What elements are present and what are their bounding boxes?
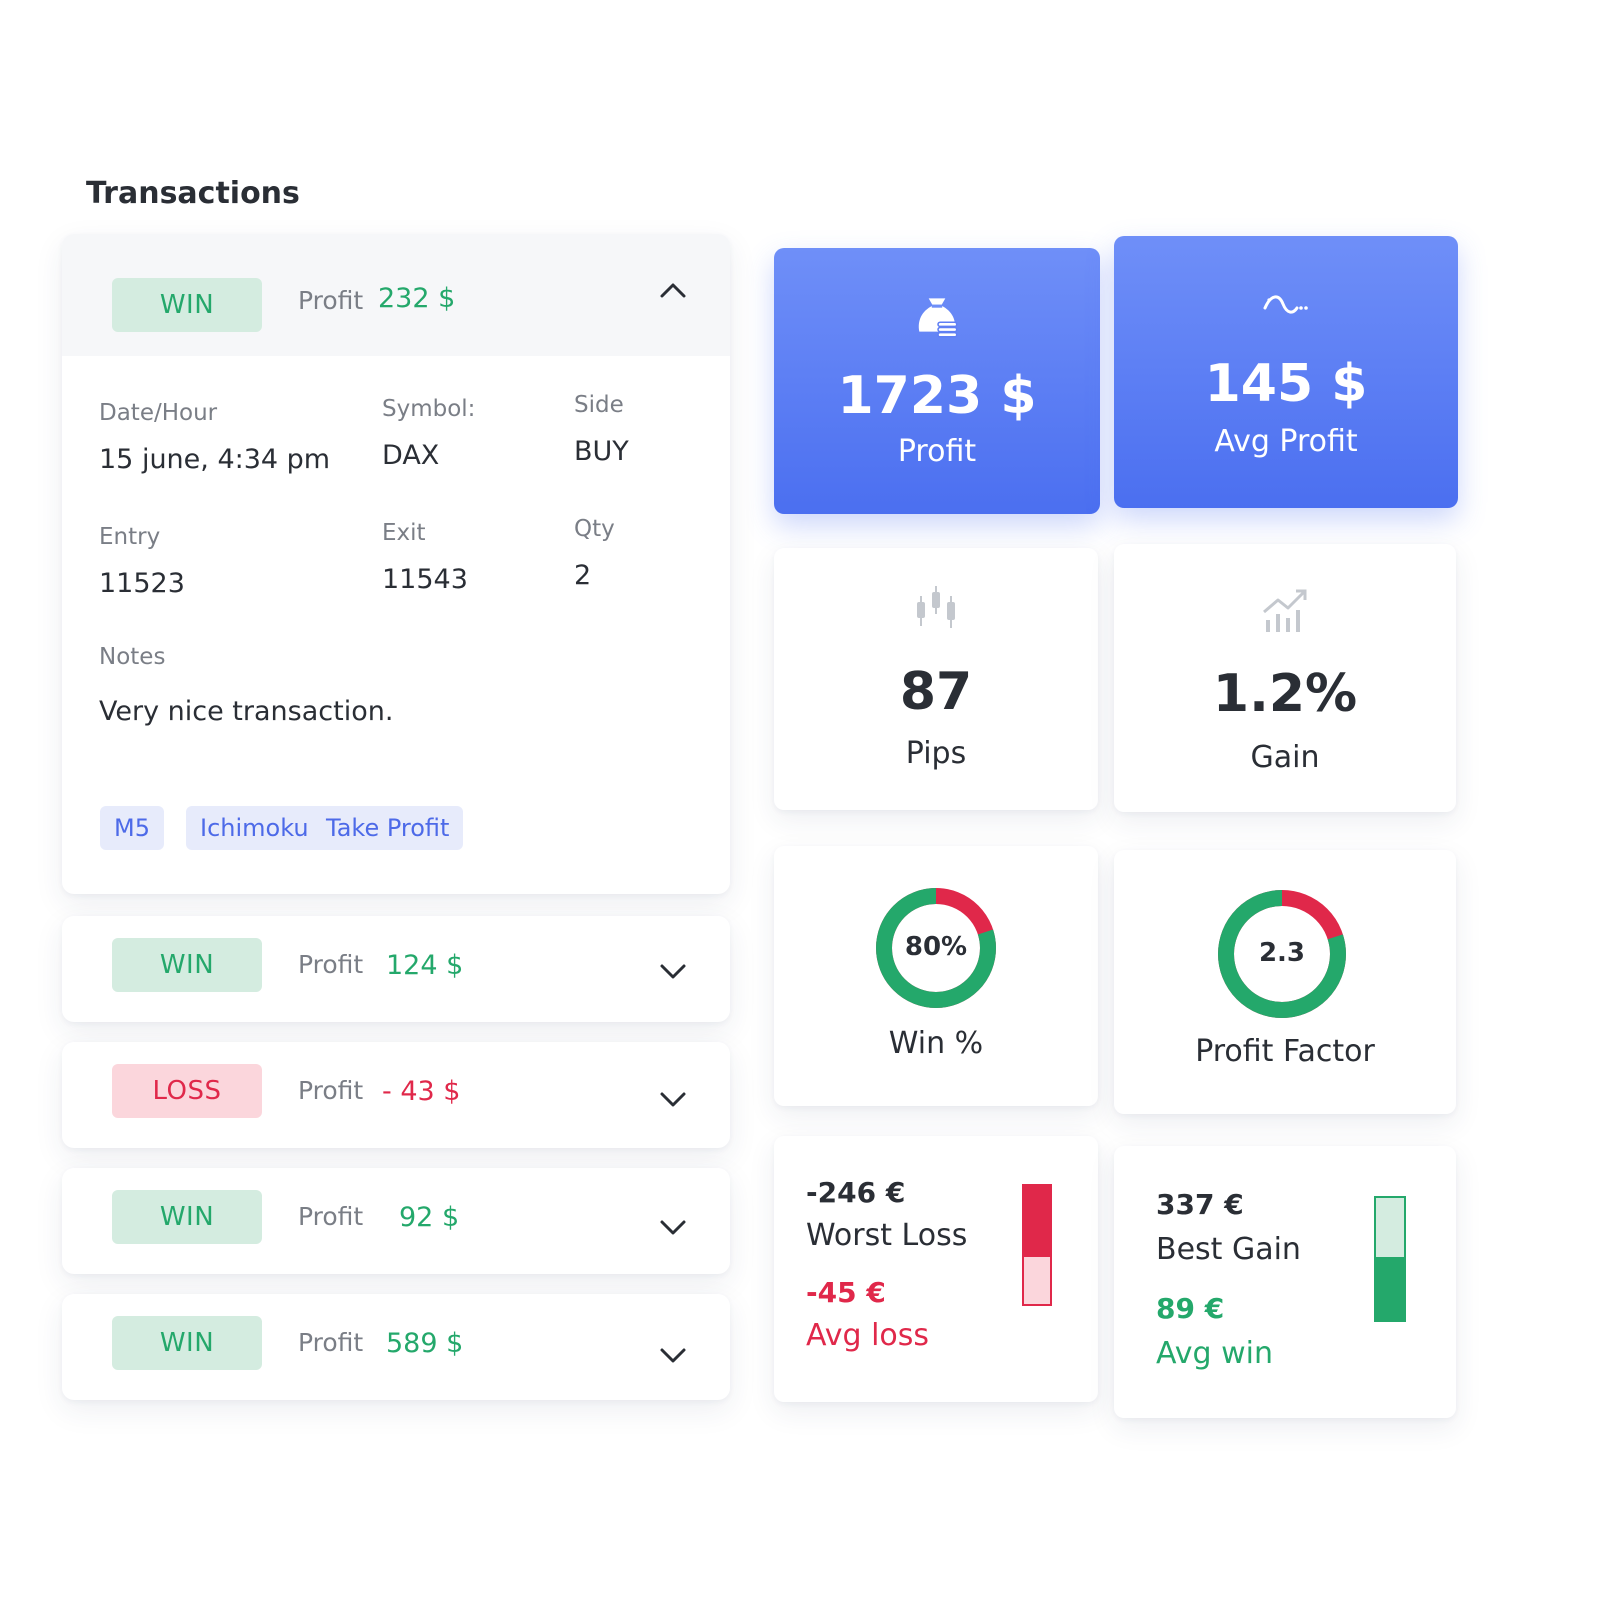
- chevron-down-icon[interactable]: [658, 1090, 688, 1110]
- chevron-down-icon[interactable]: [658, 1346, 688, 1366]
- stat-card-profit-factor: 2.3 Profit Factor: [1114, 850, 1456, 1114]
- loss-bar: [1022, 1184, 1052, 1306]
- exit-value: 11543: [382, 564, 468, 595]
- gain-bar-fill: [1376, 1256, 1404, 1320]
- growth-chart-icon: [1263, 589, 1307, 632]
- entry-value: 11523: [99, 568, 185, 599]
- profit-value: - 43 $: [382, 1076, 461, 1107]
- avg-loss-label: Avg loss: [806, 1318, 930, 1353]
- chevron-down-icon[interactable]: [658, 1218, 688, 1238]
- tag-m5[interactable]: M5: [100, 806, 164, 850]
- qty-label: Qty: [574, 516, 615, 542]
- profit-value: 1723 $: [837, 366, 1037, 426]
- tag-ichimoku[interactable]: Ichimoku: [186, 806, 323, 850]
- wave-trend-icon: [1263, 295, 1308, 314]
- avg-profit-label: Avg Profit: [1214, 424, 1358, 459]
- transaction-card-expanded: WIN Profit 232 $ Date/Hour 15 june, 4:34…: [62, 234, 730, 894]
- gain-label: Gain: [1250, 740, 1320, 775]
- profit-label: Profit: [298, 1328, 364, 1357]
- profit-value: 124 $: [386, 950, 464, 981]
- gain-bar: [1374, 1196, 1406, 1322]
- notes-label: Notes: [99, 644, 166, 670]
- transaction-row[interactable]: WIN Profit 92 $: [62, 1168, 730, 1274]
- side-value: BUY: [574, 436, 629, 467]
- stat-card-worst-loss: -246 € Worst Loss -45 € Avg loss: [774, 1136, 1098, 1402]
- chevron-up-icon[interactable]: [658, 280, 688, 300]
- profit-value: 92 $: [399, 1202, 460, 1233]
- stat-card-win-rate: 80% Win %: [774, 846, 1098, 1106]
- profit-label: Profit: [298, 1202, 364, 1231]
- symbol-label: Symbol:: [382, 396, 476, 422]
- gain-value: 1.2%: [1212, 664, 1358, 724]
- avg-profit-value: 145 $: [1204, 354, 1368, 414]
- avg-win-label: Avg win: [1156, 1336, 1273, 1371]
- date-label: Date/Hour: [99, 400, 218, 426]
- transaction-row[interactable]: LOSS Profit - 43 $: [62, 1042, 730, 1148]
- profit-label: Profit: [298, 286, 364, 315]
- avg-win-value: 89 €: [1156, 1292, 1225, 1325]
- worst-loss-value: -246 €: [806, 1176, 906, 1209]
- pips-label: Pips: [905, 736, 967, 771]
- best-gain-label: Best Gain: [1156, 1232, 1301, 1267]
- page-title: Transactions: [86, 176, 300, 211]
- result-badge: WIN: [112, 278, 262, 332]
- exit-label: Exit: [382, 520, 426, 546]
- chevron-down-icon[interactable]: [658, 962, 688, 982]
- win-rate-value: 80%: [904, 932, 968, 962]
- profit-value: 589 $: [386, 1328, 464, 1359]
- profit-label: Profit: [298, 950, 364, 979]
- stat-card-pips: 87 Pips: [774, 548, 1098, 810]
- symbol-value: DAX: [382, 440, 440, 471]
- result-badge: WIN: [112, 1316, 262, 1370]
- date-value: 15 june, 4:34 pm: [99, 444, 331, 475]
- best-gain-value: 337 €: [1156, 1188, 1244, 1221]
- stat-card-avg-profit: 145 $ Avg Profit: [1114, 236, 1458, 508]
- qty-value: 2: [574, 560, 592, 591]
- profit-label: Profit: [897, 434, 977, 469]
- loss-bar-fill: [1024, 1186, 1050, 1257]
- profit-value: 232 $: [378, 283, 456, 314]
- tag-take-profit[interactable]: Take Profit: [312, 806, 464, 850]
- stat-card-gain: 1.2% Gain: [1114, 544, 1456, 812]
- profit-factor-value: 2.3: [1258, 938, 1306, 968]
- side-label: Side: [574, 392, 624, 418]
- transaction-header[interactable]: WIN Profit 232 $: [62, 234, 730, 356]
- win-rate-label: Win %: [888, 1026, 984, 1061]
- money-bag-icon: [918, 298, 958, 338]
- stat-card-best-gain: 337 € Best Gain 89 € Avg win: [1114, 1146, 1456, 1418]
- notes-value: Very nice transaction.: [99, 696, 394, 727]
- entry-label: Entry: [99, 524, 161, 550]
- stat-card-profit: 1723 $ Profit: [774, 248, 1100, 514]
- result-badge: LOSS: [112, 1064, 262, 1118]
- profit-factor-label: Profit Factor: [1195, 1034, 1375, 1069]
- avg-loss-value: -45 €: [806, 1276, 886, 1309]
- profit-label: Profit: [298, 1076, 364, 1105]
- profit-factor-donut: 2.3: [1216, 888, 1348, 1020]
- result-badge: WIN: [112, 938, 262, 992]
- win-rate-donut: 80%: [874, 886, 998, 1010]
- transaction-row[interactable]: WIN Profit 124 $: [62, 916, 730, 1022]
- result-badge: WIN: [112, 1190, 262, 1244]
- pips-value: 87: [899, 662, 973, 722]
- transaction-row[interactable]: WIN Profit 589 $: [62, 1294, 730, 1400]
- worst-loss-label: Worst Loss: [806, 1218, 968, 1253]
- candlestick-icon: [917, 586, 955, 628]
